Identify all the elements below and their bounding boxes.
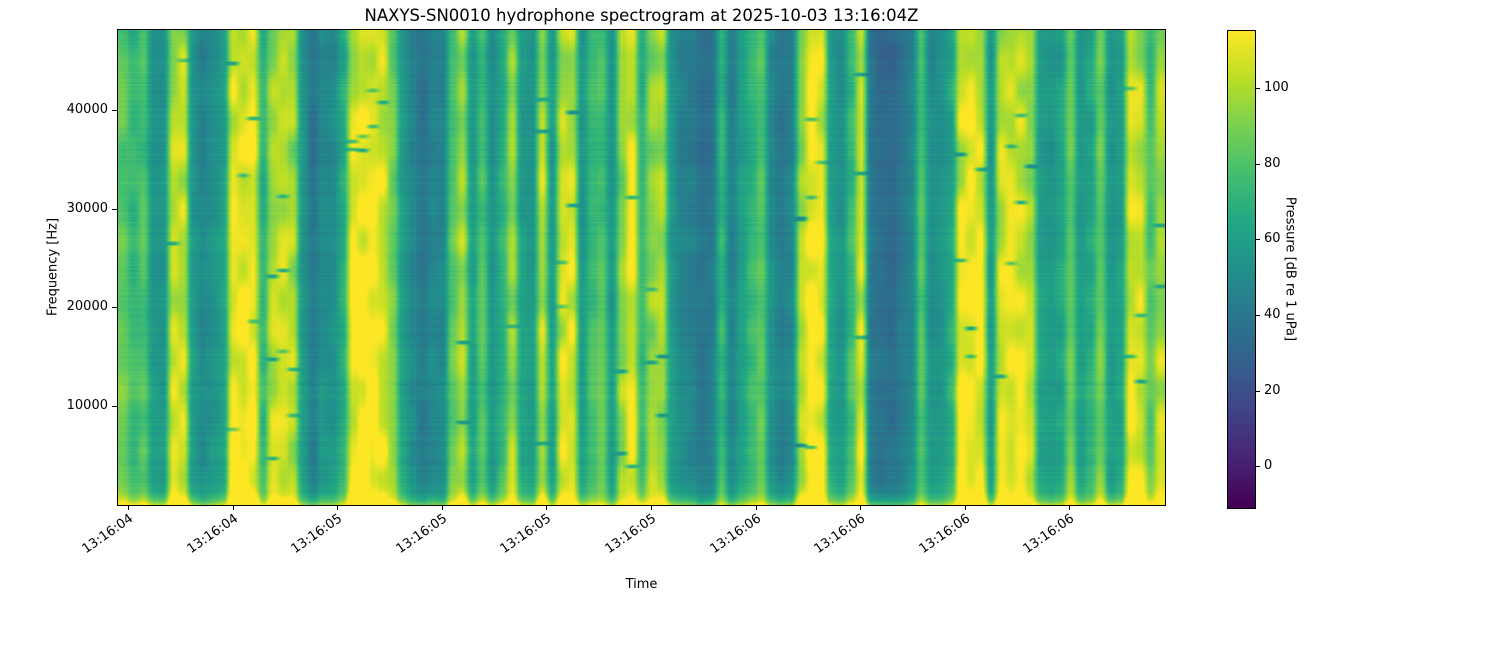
- colorbar-tick-mark: [1256, 239, 1260, 240]
- x-tick-mark: [651, 506, 652, 510]
- x-tick-mark: [233, 506, 234, 510]
- colorbar-tick-mark: [1256, 391, 1260, 392]
- y-tick-label: 40000: [66, 102, 108, 117]
- colorbar-tick-mark: [1256, 88, 1260, 89]
- colorbar-tick-label: 0: [1264, 458, 1273, 473]
- chart-title: NAXYS-SN0010 hydrophone spectrogram at 2…: [364, 6, 919, 25]
- y-tick-label: 30000: [66, 201, 108, 216]
- colorbar-tick-label: 80: [1264, 156, 1281, 171]
- x-tick-mark: [860, 506, 861, 510]
- x-axis-label: Time: [625, 577, 658, 592]
- spectrogram-heatmap: [117, 29, 1166, 506]
- x-tick-mark: [337, 506, 338, 510]
- x-tick-mark: [442, 506, 443, 510]
- y-tick-label: 20000: [66, 299, 108, 314]
- colorbar: [1227, 30, 1256, 509]
- colorbar-tick-mark: [1256, 164, 1260, 165]
- colorbar-tick-label: 60: [1264, 231, 1281, 246]
- y-tick-mark: [112, 406, 117, 407]
- colorbar-gradient: [1228, 31, 1255, 508]
- y-tick-mark: [112, 307, 117, 308]
- x-tick-mark: [756, 506, 757, 510]
- spectrogram-figure: NAXYS-SN0010 hydrophone spectrogram at 2…: [46, 6, 1298, 592]
- colorbar-label: Pressure [dB re 1 uPa]: [1282, 196, 1298, 342]
- y-tick-mark: [112, 209, 117, 210]
- y-tick-label: 10000: [66, 398, 108, 413]
- x-tick-mark: [1069, 506, 1070, 510]
- x-tick-mark: [128, 506, 129, 510]
- y-tick-mark: [112, 110, 117, 111]
- spectrogram-canvas: [118, 30, 1165, 505]
- colorbar-tick-label: 100: [1264, 80, 1289, 95]
- x-tick-mark: [965, 506, 966, 510]
- colorbar-tick-label: 20: [1264, 383, 1281, 398]
- colorbar-tick-mark: [1256, 315, 1260, 316]
- x-tick-mark: [546, 506, 547, 510]
- colorbar-tick-mark: [1256, 466, 1260, 467]
- colorbar-tick-label: 40: [1264, 307, 1281, 322]
